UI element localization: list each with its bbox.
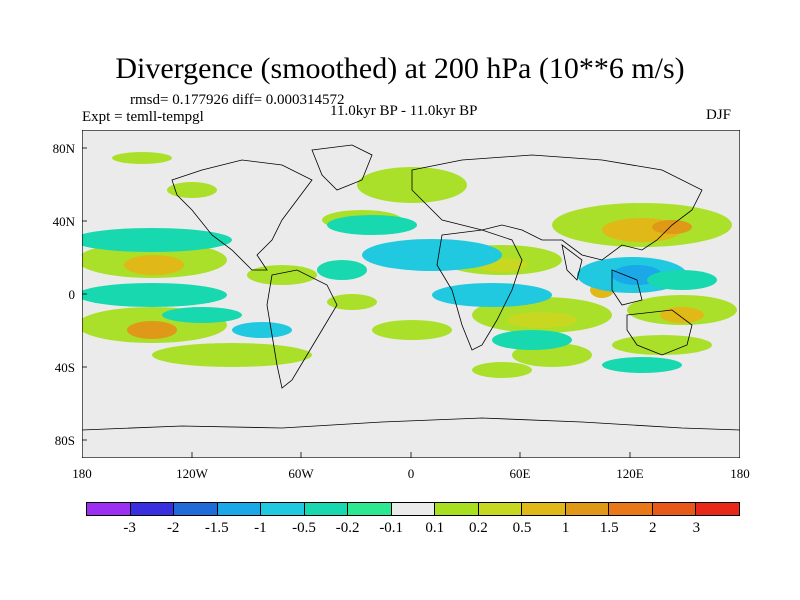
- colorbar-label: -0.1: [379, 520, 404, 536]
- y-tick-80s: 80S: [54, 433, 75, 448]
- colorbar-label: -0.2: [335, 520, 360, 536]
- colorbar-label: 2: [649, 520, 657, 536]
- period-label: 11.0kyr BP - 11.0kyr BP: [330, 103, 478, 119]
- colorbar-segment: [304, 503, 349, 515]
- colorbar-segment: [522, 503, 566, 515]
- colorbar-label: 1.5: [599, 520, 619, 536]
- colorbar-segment: [174, 503, 218, 515]
- coastlines: [82, 144, 740, 431]
- x-tick-0: 0: [407, 466, 415, 481]
- colorbar-label: -2: [166, 520, 180, 536]
- colorbar-segment: [435, 503, 479, 515]
- x-tick-60e: 60E: [509, 466, 531, 481]
- plot-title: Divergence (smoothed) at 200 hPa (10**6 …: [115, 52, 685, 85]
- colorbar-segment: [261, 503, 305, 515]
- colorbar-segment: [565, 503, 610, 515]
- season-label: DJF: [706, 107, 732, 123]
- colorbar-label: -0.5: [292, 520, 316, 536]
- colorbar-segment: [87, 503, 131, 515]
- field-negative-regions: [82, 215, 717, 373]
- y-tick-40s: 40S: [54, 360, 75, 375]
- colorbar-label: -1.5: [204, 520, 229, 536]
- x-tick-120e: 120E: [616, 466, 644, 481]
- colorbar-label: -1: [254, 520, 267, 536]
- colorbar-label: 0.2: [469, 520, 488, 536]
- divergence-map: [82, 130, 740, 458]
- colorbar-label: 0.5: [512, 520, 532, 536]
- colorbar-segment: [348, 503, 392, 515]
- colorbar-segment: [652, 503, 697, 515]
- colorbar-label: -3: [123, 520, 136, 536]
- colorbar-segment: [391, 503, 436, 515]
- x-tick-60w: 60W: [288, 466, 314, 481]
- colorbar: [86, 502, 740, 516]
- field-positive-cores: [124, 218, 704, 339]
- colorbar-label: 0.1: [425, 520, 445, 536]
- y-tick-0: 0: [68, 287, 76, 302]
- colorbar-label: 3: [692, 520, 701, 536]
- tick-marks: [82, 147, 740, 458]
- colorbar-label: 1: [561, 520, 570, 536]
- x-tick-180w: 180: [72, 466, 92, 481]
- colorbar-segment: [478, 503, 523, 515]
- x-tick-180e: 180: [730, 466, 750, 481]
- rmsd-stats: rmsd= 0.177926 diff= 0.000314572: [130, 92, 345, 108]
- colorbar-segment: [609, 503, 653, 515]
- colorbar-segment: [130, 503, 175, 515]
- y-tick-80n: 80N: [52, 141, 75, 156]
- y-tick-40n: 40N: [52, 214, 75, 229]
- x-tick-120w: 120W: [176, 466, 208, 481]
- colorbar-segment: [217, 503, 262, 515]
- experiment-label: Expt = temll-tempgl: [82, 109, 204, 125]
- colorbar-segment: [696, 503, 739, 515]
